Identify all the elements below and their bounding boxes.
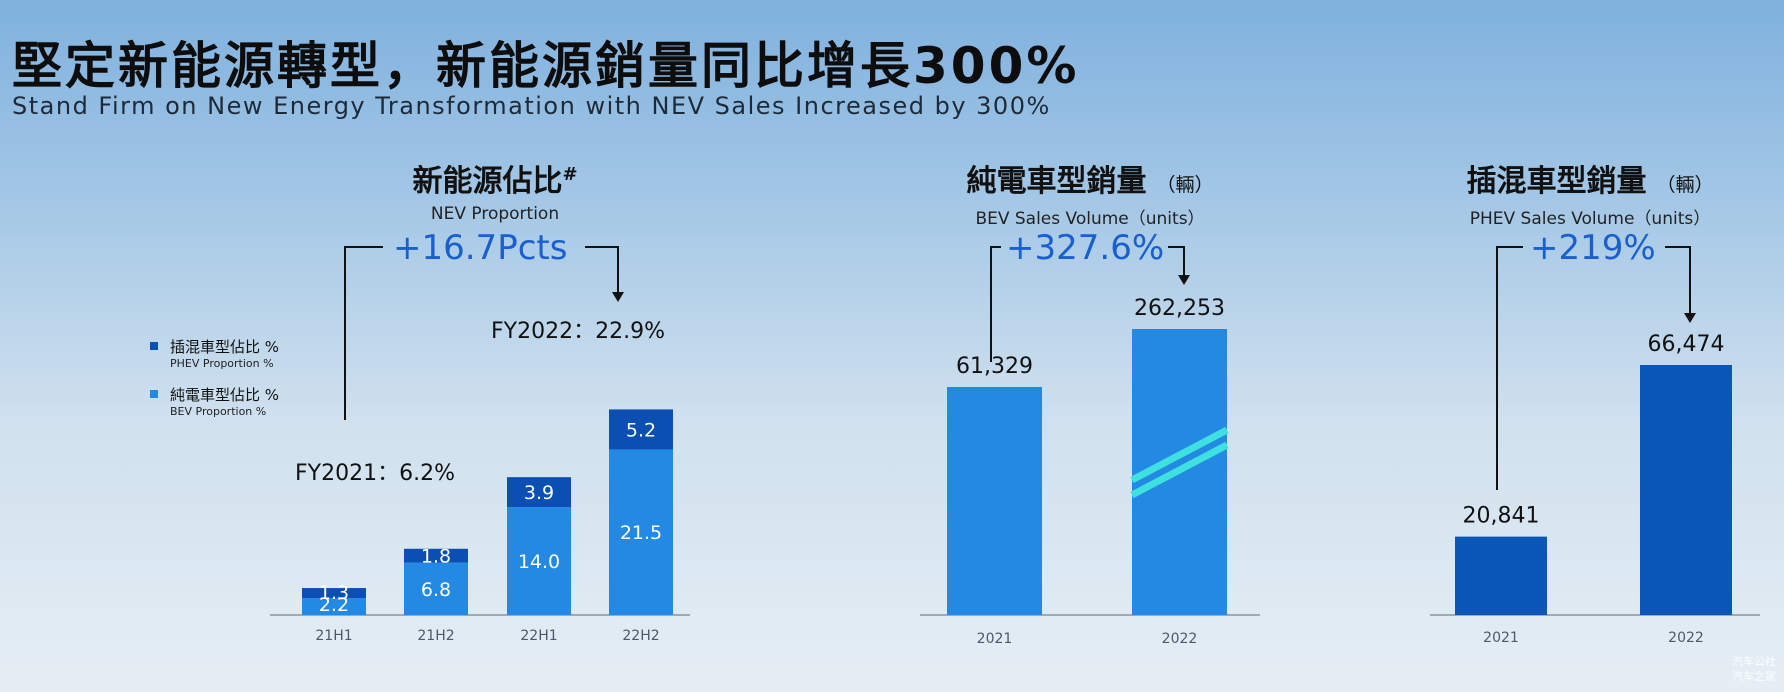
- nev-bar-bev-22H2: [609, 449, 673, 615]
- nev-bar-bev-22H1: [507, 507, 571, 615]
- phev-bar-2021: [1455, 536, 1547, 615]
- nev-label-bev-21H1: 2.2: [319, 594, 349, 616]
- nev-label-phev-21H2: 1.8: [421, 546, 451, 568]
- phev-bracket-right: [1665, 246, 1691, 314]
- bev-value-2022: 262,253: [1134, 296, 1225, 321]
- nev-panel-title: 新能源佔比: [412, 164, 563, 199]
- nev-bar-phev-22H2: [609, 409, 673, 450]
- bev-break-stripe-1: [1130, 426, 1229, 484]
- bev-tick-2022: 2022: [1162, 631, 1198, 647]
- fy2022-annotation: FY2022：22.9%: [491, 319, 665, 344]
- legend-sublabel-bev: BEV Proportion %: [170, 405, 267, 418]
- nev-panel-header: 新能源佔比# NEV Proportion: [340, 156, 650, 224]
- bev-arrowhead: [1178, 275, 1190, 285]
- nev-bar-bev-21H1: [302, 598, 366, 615]
- watermark: 汽车公社 汽车之家: [1732, 654, 1776, 684]
- phev-panel-unit: （輛）: [1656, 174, 1714, 196]
- nev-label-phev-22H1: 3.9: [524, 482, 554, 504]
- phev-panel-header: 插混車型銷量 （輛） PHEV Sales Volume（units）: [1440, 156, 1740, 229]
- phev-tick-2022: 2022: [1668, 630, 1704, 646]
- bev-growth-label: +327.6%: [1006, 228, 1165, 268]
- legend: 插混車型佔比 % PHEV Proportion % 純電車型佔比 % BEV …: [150, 336, 279, 432]
- nev-arrowhead: [612, 292, 624, 302]
- nev-tick-22H1: 22H1: [520, 628, 557, 644]
- page-title: 堅定新能源轉型，新能源銷量同比增長300%: [12, 37, 1080, 95]
- phev-bracket-left: [1496, 246, 1523, 490]
- nev-bracket-left: [344, 246, 383, 420]
- nev-tick-21H1: 21H1: [315, 628, 352, 644]
- bev-bracket-left: [990, 246, 1001, 362]
- nev-label-bev-22H1: 14.0: [518, 551, 560, 573]
- fy2021-annotation: FY2021：6.2%: [295, 461, 455, 486]
- phev-tick-2021: 2021: [1483, 630, 1519, 646]
- bev-panel-subtitle: BEV Sales Volume（units）: [975, 209, 1205, 229]
- phev-value-2021: 20,841: [1463, 504, 1540, 529]
- legend-sublabel-phev: PHEV Proportion %: [170, 357, 274, 370]
- nev-bar-phev-21H2: [404, 548, 468, 563]
- legend-item-phev: 插混車型佔比 % PHEV Proportion %: [150, 336, 279, 370]
- bev-panel-header: 純電車型銷量 （輛） BEV Sales Volume（units）: [920, 156, 1260, 229]
- legend-label-phev: 插混車型佔比 %: [170, 338, 280, 356]
- legend-item-bev: 純電車型佔比 % BEV Proportion %: [150, 384, 279, 418]
- nev-bar-phev-21H1: [302, 588, 366, 599]
- nev-panel-subtitle: NEV Proportion: [430, 204, 560, 224]
- phev-arrowhead: [1684, 313, 1696, 323]
- nev-title-mark: #: [562, 164, 578, 185]
- bev-bar-2021: [947, 387, 1042, 615]
- nev-tick-21H2: 21H2: [417, 628, 454, 644]
- legend-label-bev: 純電車型佔比 %: [170, 386, 280, 404]
- phev-value-2022: 66,474: [1648, 332, 1725, 357]
- bev-panel-unit: （輛）: [1156, 174, 1214, 196]
- bev-tick-2021: 2021: [977, 631, 1013, 647]
- nev-growth-label: +16.7Pcts: [393, 228, 568, 268]
- legend-swatch-bev: [150, 390, 158, 398]
- bev-panel-title: 純電車型銷量: [966, 164, 1147, 199]
- nev-bar-bev-21H2: [404, 562, 468, 615]
- nev-bar-phev-22H1: [507, 477, 571, 508]
- bev-value-2021: 61,329: [956, 354, 1033, 379]
- phev-panel-title: 插混車型銷量: [1466, 164, 1647, 199]
- phev-growth-label: +219%: [1530, 228, 1656, 268]
- nev-label-bev-22H2: 21.5: [620, 522, 662, 544]
- nev-label-phev-21H1: 1.3: [319, 582, 349, 604]
- phev-bar-2022: [1640, 365, 1732, 615]
- nev-label-phev-22H2: 5.2: [626, 419, 656, 441]
- bev-break-stripe-2: [1130, 441, 1229, 499]
- watermark-line-2: 汽车之家: [1732, 670, 1776, 683]
- nev-tick-22H2: 22H2: [622, 628, 659, 644]
- phev-panel-subtitle: PHEV Sales Volume（units）: [1469, 209, 1711, 229]
- nev-bracket-right: [585, 246, 619, 293]
- page-subtitle: Stand Firm on New Energy Transformation …: [12, 92, 1051, 120]
- watermark-line-1: 汽车公社: [1732, 655, 1776, 668]
- bev-bracket-right: [1168, 246, 1185, 276]
- legend-swatch-phev: [150, 342, 158, 350]
- nev-label-bev-21H2: 6.8: [421, 579, 451, 601]
